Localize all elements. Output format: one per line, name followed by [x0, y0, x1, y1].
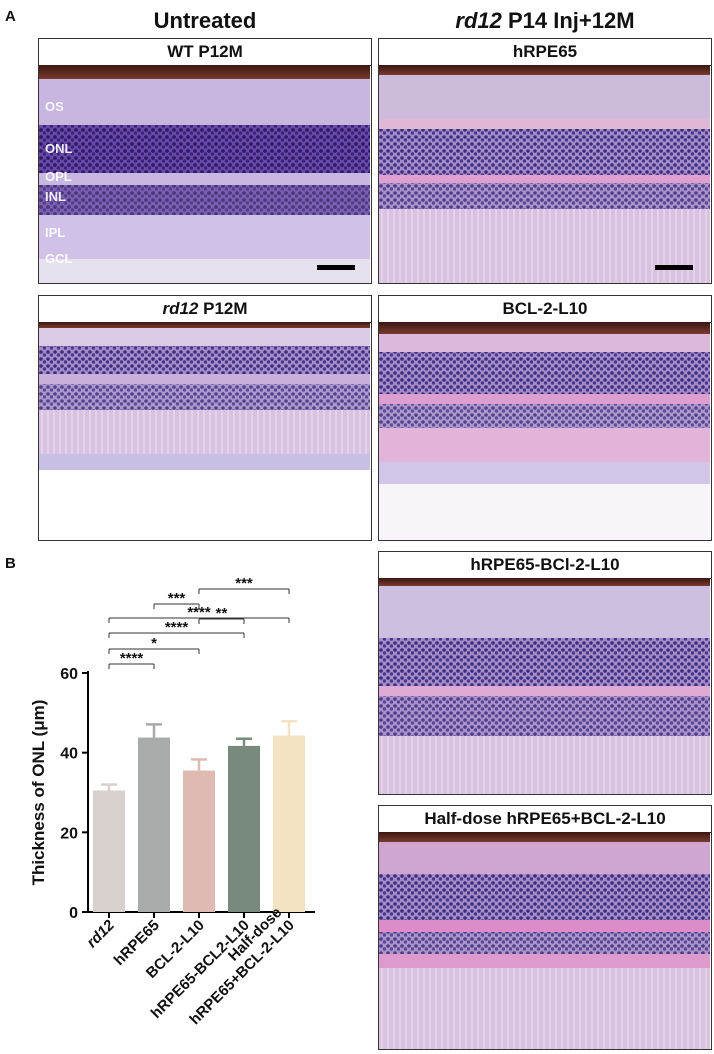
histology-panel-wt: WT P12M OS ONL OPL INL IPL GCL — [38, 38, 372, 284]
sig-label: **** — [187, 604, 211, 621]
y-axis-label: Thickness of ONL (μm) — [29, 700, 48, 886]
panel-title: hRPE65 — [379, 39, 711, 66]
layer-label-opl: OPL — [45, 169, 72, 184]
histology-panel-combo: hRPE65-BCl-2-L10 — [378, 551, 712, 795]
layer-label-ipl: IPL — [45, 225, 66, 240]
retina-section-image — [379, 65, 710, 283]
retina-section-image — [39, 65, 370, 283]
panel-title: Half-dose hRPE65+BCL-2-L10 — [379, 806, 711, 833]
sig-label: * — [151, 635, 157, 652]
retina-section-image — [39, 322, 370, 540]
sig-label: ** — [216, 605, 228, 622]
panel-title: WT P12M — [39, 39, 371, 66]
histology-panel-rd12: rd12 P12M — [38, 295, 372, 541]
bar-1 — [138, 737, 170, 912]
layer-label-gcl: GCL — [45, 251, 73, 266]
histology-panel-half-dose: Half-dose hRPE65+BCL-2-L10 — [378, 805, 712, 1050]
y-tick-label: 20 — [60, 825, 78, 842]
sig-label: **** — [165, 619, 189, 636]
x-category-label-0: rd12 — [83, 916, 118, 951]
panel-title: rd12 P12M — [39, 296, 371, 323]
bar-0 — [93, 790, 125, 912]
bar-3 — [228, 745, 260, 912]
scale-bar — [317, 265, 355, 270]
panel-title: BCL-2-L10 — [379, 296, 711, 323]
retina-section-image — [379, 322, 710, 540]
panel-title-strain: rd12 — [162, 299, 199, 318]
retina-section-image — [379, 578, 710, 794]
scale-bar — [655, 265, 693, 270]
layer-label-os: OS — [45, 99, 64, 114]
panel-title: hRPE65-BCl-2-L10 — [379, 552, 711, 579]
histology-panel-bcl: BCL-2-L10 — [378, 295, 712, 541]
y-tick-label: 40 — [60, 746, 78, 763]
column-header-strain: rd12 — [455, 8, 502, 33]
sig-label: *** — [168, 590, 186, 607]
retina-section-image — [379, 832, 710, 1049]
bar-4 — [273, 735, 305, 912]
y-tick-label: 0 — [69, 905, 78, 922]
panel-title-age: P12M — [198, 299, 248, 318]
layer-label-inl: INL — [45, 189, 66, 204]
column-header-treated: rd12 P14 Inj+12M — [378, 8, 712, 34]
y-tick-label: 60 — [60, 666, 78, 683]
bar-2 — [183, 770, 215, 912]
panel-label-b: B — [5, 555, 16, 572]
column-header-condition: P14 Inj+12M — [501, 8, 635, 33]
sig-label: *** — [235, 575, 253, 592]
histology-panel-hrpe65: hRPE65 — [378, 38, 712, 284]
panel-label-a: A — [5, 8, 16, 25]
layer-label-onl: ONL — [45, 141, 73, 156]
sig-label: **** — [120, 650, 144, 667]
column-header-untreated: Untreated — [153, 8, 257, 33]
